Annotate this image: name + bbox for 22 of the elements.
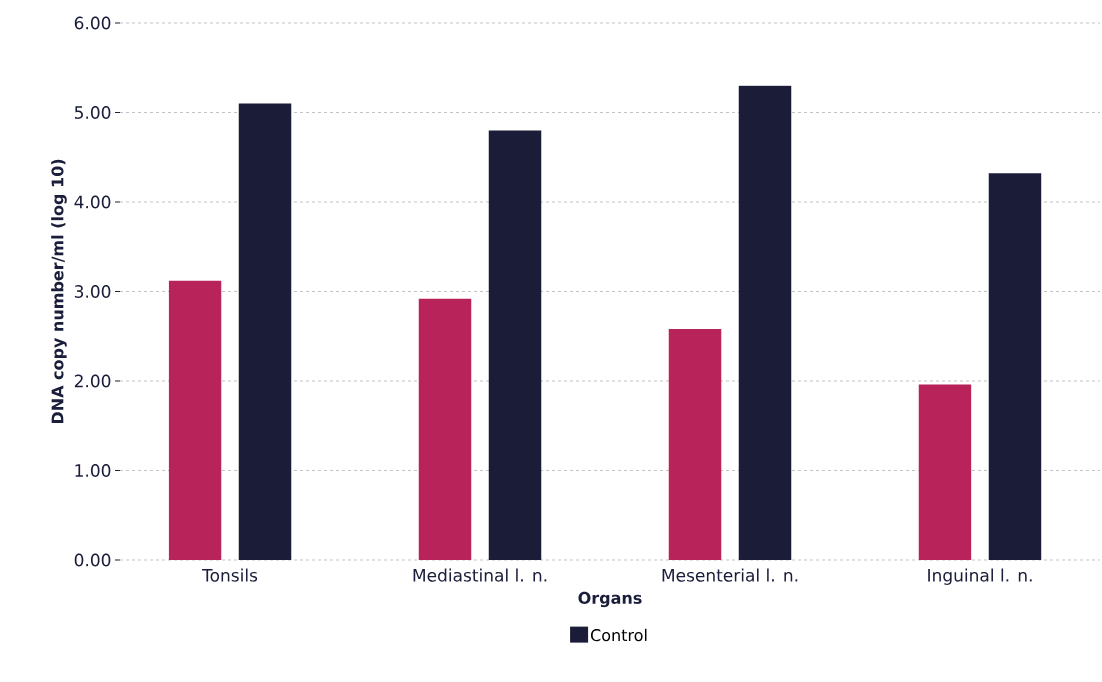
x-axis-title: Organs bbox=[578, 591, 642, 608]
bar bbox=[238, 103, 292, 560]
bar bbox=[988, 173, 1042, 560]
y-tick-label: 3.00 bbox=[74, 285, 111, 298]
y-tick-label: 6.00 bbox=[74, 16, 111, 30]
x-tick-label: Inguinal l. n. bbox=[928, 568, 1032, 585]
y-tick-label: 2.00 bbox=[74, 374, 111, 388]
bar bbox=[488, 130, 542, 560]
y-axis-title: DNA copy number/ml (log 10) bbox=[51, 159, 67, 424]
legend-label: Control bbox=[590, 628, 647, 642]
y-tick-label: 1.00 bbox=[75, 464, 111, 477]
x-tick-label: Tonsils bbox=[202, 568, 258, 582]
bar bbox=[738, 85, 792, 560]
y-tick-label: 4.00 bbox=[74, 195, 111, 209]
x-tick-label: Mesenterial l. n. bbox=[662, 568, 798, 582]
y-tick-label: 0.00 bbox=[74, 553, 111, 567]
bar bbox=[418, 298, 472, 560]
bar bbox=[918, 384, 972, 560]
x-tick-label: Mediastinal l. n. bbox=[413, 568, 547, 582]
bar bbox=[668, 329, 722, 560]
bar bbox=[168, 280, 222, 560]
y-tick-label: 5.00 bbox=[74, 106, 111, 119]
